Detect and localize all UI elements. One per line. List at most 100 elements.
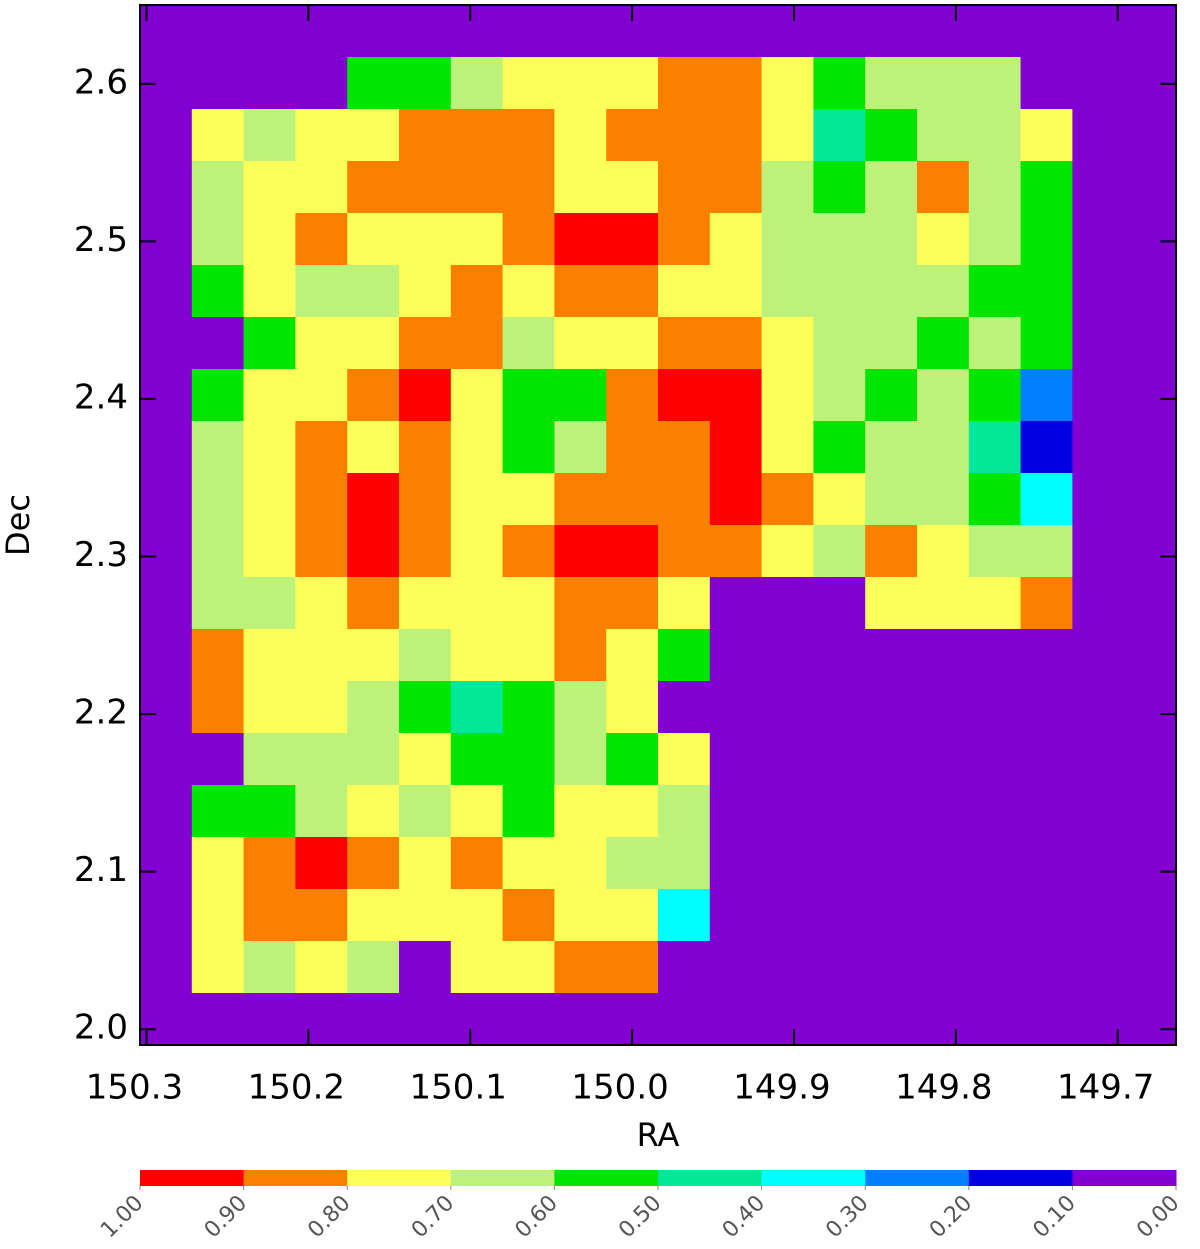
heatmap-cell	[1072, 577, 1125, 630]
heatmap-cell	[968, 681, 1022, 734]
heatmap-cell	[761, 369, 814, 422]
heatmap-cell	[865, 369, 918, 422]
heatmap-cell	[243, 161, 296, 214]
heatmap-cell	[709, 57, 763, 110]
heatmap-cell	[347, 5, 400, 58]
heatmap-cell	[1124, 681, 1177, 734]
heatmap-cell	[502, 213, 555, 266]
heatmap-cell	[813, 525, 866, 578]
heatmap-cell	[295, 265, 348, 318]
heatmap-cell	[140, 161, 193, 214]
heatmap-cell	[191, 733, 245, 786]
heatmap-cell	[658, 629, 711, 682]
heatmap-cell	[191, 161, 245, 214]
heatmap-cell	[606, 265, 659, 318]
heatmap-cell	[917, 213, 970, 266]
heatmap-cell	[1124, 525, 1177, 578]
heatmap-cell	[554, 213, 607, 266]
heatmap-cell	[450, 5, 504, 58]
heatmap-cell	[140, 109, 193, 162]
colorbar-segment	[347, 1170, 452, 1186]
heatmap-cell	[1020, 629, 1073, 682]
heatmap-cell	[554, 525, 607, 578]
heatmap-cell	[968, 629, 1022, 682]
heatmap-cell	[243, 629, 296, 682]
heatmap-cell	[554, 577, 607, 630]
heatmap-cell	[917, 629, 970, 682]
heatmap-cell	[1020, 681, 1073, 734]
heatmap-cell	[243, 57, 296, 110]
x-tick-label: 149.7	[1057, 1068, 1154, 1108]
heatmap-cell	[1072, 785, 1125, 838]
heatmap-cell	[450, 629, 504, 682]
heatmap-cell	[243, 473, 296, 526]
colorbar-tick-label: 0.00	[1132, 1191, 1184, 1243]
heatmap-cell	[813, 889, 866, 942]
heatmap-cell	[502, 993, 555, 1046]
heatmap-cell	[191, 265, 245, 318]
heatmap-cell	[140, 265, 193, 318]
heatmap-cell	[399, 629, 452, 682]
heatmap-cell	[658, 993, 711, 1046]
heatmap-cell	[709, 941, 763, 994]
heatmap-cell	[968, 421, 1022, 474]
x-tick-label: 150.1	[410, 1068, 507, 1108]
heatmap-cell	[761, 785, 814, 838]
heatmap-cell	[1020, 265, 1073, 318]
heatmap-cell	[243, 733, 296, 786]
heatmap-cell	[1020, 57, 1073, 110]
heatmap-cell	[450, 265, 504, 318]
heatmap-cell	[761, 473, 814, 526]
heatmap-cell	[813, 5, 866, 58]
heatmap-cell	[606, 109, 659, 162]
colorbar-segment	[968, 1170, 1073, 1186]
heatmap-cell	[865, 889, 918, 942]
heatmap-cell	[450, 109, 504, 162]
heatmap-cell	[709, 629, 763, 682]
heatmap-cell	[554, 681, 607, 734]
heatmap-cell	[968, 369, 1022, 422]
colorbar-tick-label: 0.40	[718, 1191, 770, 1243]
heatmap-cell	[347, 629, 400, 682]
heatmap-cell	[1072, 473, 1125, 526]
heatmap-cell	[502, 421, 555, 474]
heatmap-cell	[243, 837, 296, 890]
heatmap-cell	[865, 941, 918, 994]
heatmap-cell	[658, 213, 711, 266]
heatmap-cell	[606, 421, 659, 474]
heatmap-cell	[1072, 629, 1125, 682]
heatmap-cell	[658, 369, 711, 422]
heatmap-cell	[140, 629, 193, 682]
heatmap-cell	[399, 577, 452, 630]
heatmap-cell	[658, 317, 711, 370]
heatmap-cell	[191, 837, 245, 890]
heatmap-cell	[399, 473, 452, 526]
heatmap-cell	[761, 681, 814, 734]
heatmap-cell	[606, 525, 659, 578]
heatmap-cell	[658, 109, 711, 162]
heatmap-cell	[295, 837, 348, 890]
heatmap-cell	[968, 889, 1022, 942]
heatmap-cell	[865, 5, 918, 58]
heatmap-cell	[658, 421, 711, 474]
heatmap-cell	[606, 681, 659, 734]
heatmap-cell	[968, 785, 1022, 838]
heatmap-cell	[761, 577, 814, 630]
heatmap-cell	[347, 369, 400, 422]
heatmap-cell	[399, 57, 452, 110]
heatmap-cell	[399, 161, 452, 214]
heatmap-cell	[554, 369, 607, 422]
heatmap-cell	[295, 941, 348, 994]
heatmap-cell	[450, 577, 504, 630]
x-tick-label: 149.8	[895, 1068, 992, 1108]
heatmap-cell	[658, 733, 711, 786]
heatmap-cell	[502, 837, 555, 890]
heatmap-cell	[1124, 213, 1177, 266]
heatmap-cell	[295, 993, 348, 1046]
y-tick-label: 2.0	[74, 1008, 128, 1048]
heatmap-cell	[865, 265, 918, 318]
heatmap-cell	[968, 161, 1022, 214]
heatmap-cell	[917, 577, 970, 630]
heatmap-cell	[917, 525, 970, 578]
